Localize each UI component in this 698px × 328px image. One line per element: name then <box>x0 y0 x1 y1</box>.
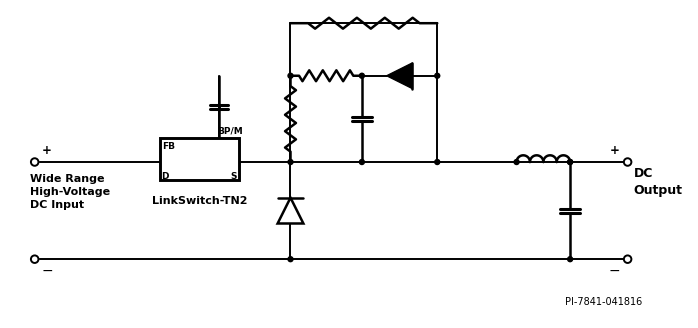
Circle shape <box>567 257 572 262</box>
Circle shape <box>567 159 572 165</box>
Text: +: + <box>610 144 620 157</box>
Circle shape <box>359 73 364 78</box>
Text: FB: FB <box>163 142 176 151</box>
Text: LinkSwitch-TN2: LinkSwitch-TN2 <box>151 196 247 206</box>
Bar <box>160 138 239 180</box>
Text: DC
Output: DC Output <box>634 167 683 197</box>
Text: −: − <box>42 264 53 278</box>
Text: S: S <box>230 172 237 181</box>
Text: +: + <box>42 144 52 157</box>
Text: −: − <box>608 264 620 278</box>
Circle shape <box>435 159 440 165</box>
Circle shape <box>435 73 440 78</box>
Circle shape <box>359 159 364 165</box>
Circle shape <box>288 73 293 78</box>
Circle shape <box>624 256 632 263</box>
Circle shape <box>624 158 632 166</box>
Circle shape <box>288 159 293 165</box>
Text: Wide Range
High-Voltage
DC Input: Wide Range High-Voltage DC Input <box>30 174 110 210</box>
Polygon shape <box>278 198 304 223</box>
Circle shape <box>31 158 38 166</box>
Text: D: D <box>162 172 169 181</box>
Text: PI-7841-041816: PI-7841-041816 <box>565 297 642 307</box>
Circle shape <box>514 159 519 165</box>
Circle shape <box>31 256 38 263</box>
Text: BP/M: BP/M <box>217 126 243 135</box>
Circle shape <box>288 257 293 262</box>
Circle shape <box>567 159 572 165</box>
Polygon shape <box>387 63 413 89</box>
